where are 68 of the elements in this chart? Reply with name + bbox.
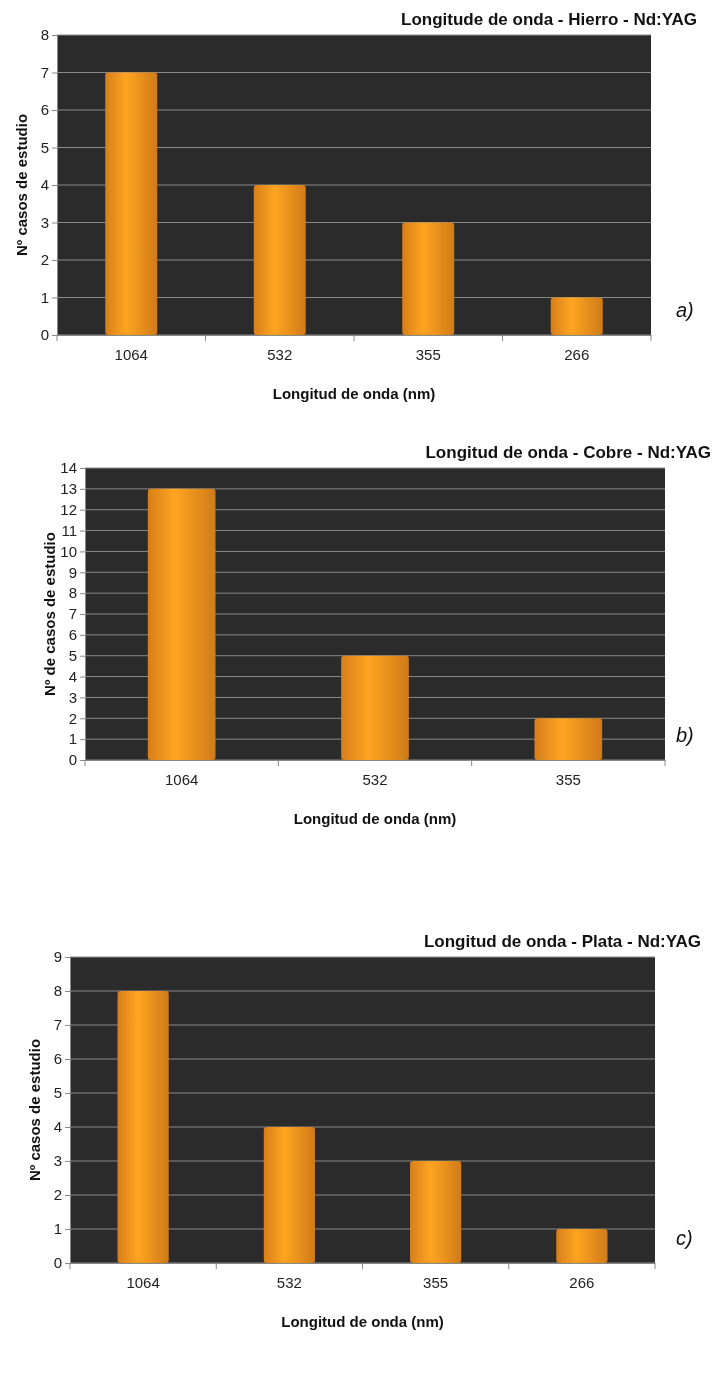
x-tick-label: 266 (564, 345, 590, 363)
chart-title: Longitude de onda - Hierro - Nd:YAG (401, 10, 697, 29)
bar (556, 1229, 608, 1263)
bar (105, 72, 158, 335)
y-tick-label: 13 (60, 480, 77, 498)
y-tick-label: 9 (53, 948, 62, 966)
y-tick-label: 4 (68, 667, 77, 685)
x-tick-label: 355 (415, 345, 441, 363)
bar (550, 297, 603, 335)
y-tick-label: 5 (68, 647, 77, 665)
chart-title: Longitud de onda - Cobre - Nd:YAG (425, 443, 711, 462)
x-tick-label: 532 (267, 345, 293, 363)
x-tick-label: 266 (569, 1273, 595, 1291)
x-tick-label: 355 (423, 1273, 449, 1291)
y-tick-label: 8 (68, 584, 77, 602)
y-tick-label: 3 (68, 688, 77, 706)
bar (402, 222, 455, 335)
bar (147, 488, 216, 760)
y-tick-label: 6 (40, 101, 49, 119)
y-tick-label: 5 (40, 138, 49, 156)
y-tick-label: 7 (68, 605, 77, 623)
y-axis-title: Nº de casos de estudio (41, 532, 58, 696)
x-tick-label: 532 (276, 1273, 302, 1291)
x-axis-title: Longitud de onda (nm) (272, 385, 436, 402)
y-tick-label: 2 (53, 1186, 62, 1204)
y-tick-label: 3 (53, 1152, 62, 1170)
y-tick-label: 3 (40, 213, 49, 231)
y-axis-title: Nº casos de estudio (13, 113, 30, 257)
bar (117, 991, 169, 1263)
y-tick-label: 1 (40, 288, 49, 306)
bar (253, 185, 306, 335)
y-tick-label: 6 (68, 626, 77, 644)
bar (341, 655, 409, 760)
y-tick-label: 8 (53, 982, 62, 1000)
x-tick-label: 1064 (114, 345, 148, 363)
text: a) (676, 299, 694, 321)
y-tick-label: 14 (60, 459, 77, 477)
y-tick-label: 0 (53, 1254, 62, 1272)
bar (534, 718, 603, 760)
y-tick-label: 7 (40, 63, 49, 81)
chart-title: Longitud de onda - Plata - Nd:YAG (423, 932, 701, 951)
x-tick-label: 532 (362, 770, 388, 788)
y-tick-label: 0 (68, 751, 77, 769)
y-tick-label: 0 (40, 326, 49, 344)
bar (263, 1127, 315, 1263)
y-tick-label: 5 (53, 1084, 62, 1102)
text: b) (676, 724, 694, 746)
y-tick-label: 6 (53, 1050, 62, 1068)
y-tick-label: 2 (68, 709, 77, 727)
y-tick-label: 1 (53, 1220, 62, 1238)
x-axis-title: Longitud de onda (nm) (281, 1313, 444, 1330)
x-tick-label: 1064 (164, 770, 199, 788)
y-tick-label: 8 (40, 26, 49, 44)
y-tick-label: 2 (40, 251, 49, 269)
y-tick-label: 11 (61, 521, 77, 539)
x-axis-title: Longitud de onda (nm) (293, 810, 457, 827)
x-tick-label: 1064 (126, 1273, 160, 1291)
y-tick-label: 10 (60, 542, 77, 560)
y-tick-label: 1 (68, 730, 77, 748)
bar (410, 1161, 462, 1263)
y-tick-label: 4 (40, 176, 49, 194)
text: c) (676, 1227, 693, 1249)
x-tick-label: 355 (555, 770, 581, 788)
y-tick-label: 12 (60, 501, 77, 519)
y-axis-title: Nº casos de estudio (26, 1038, 43, 1182)
y-tick-label: 7 (53, 1016, 62, 1034)
y-tick-label: 4 (53, 1118, 62, 1136)
y-tick-label: 9 (68, 563, 77, 581)
